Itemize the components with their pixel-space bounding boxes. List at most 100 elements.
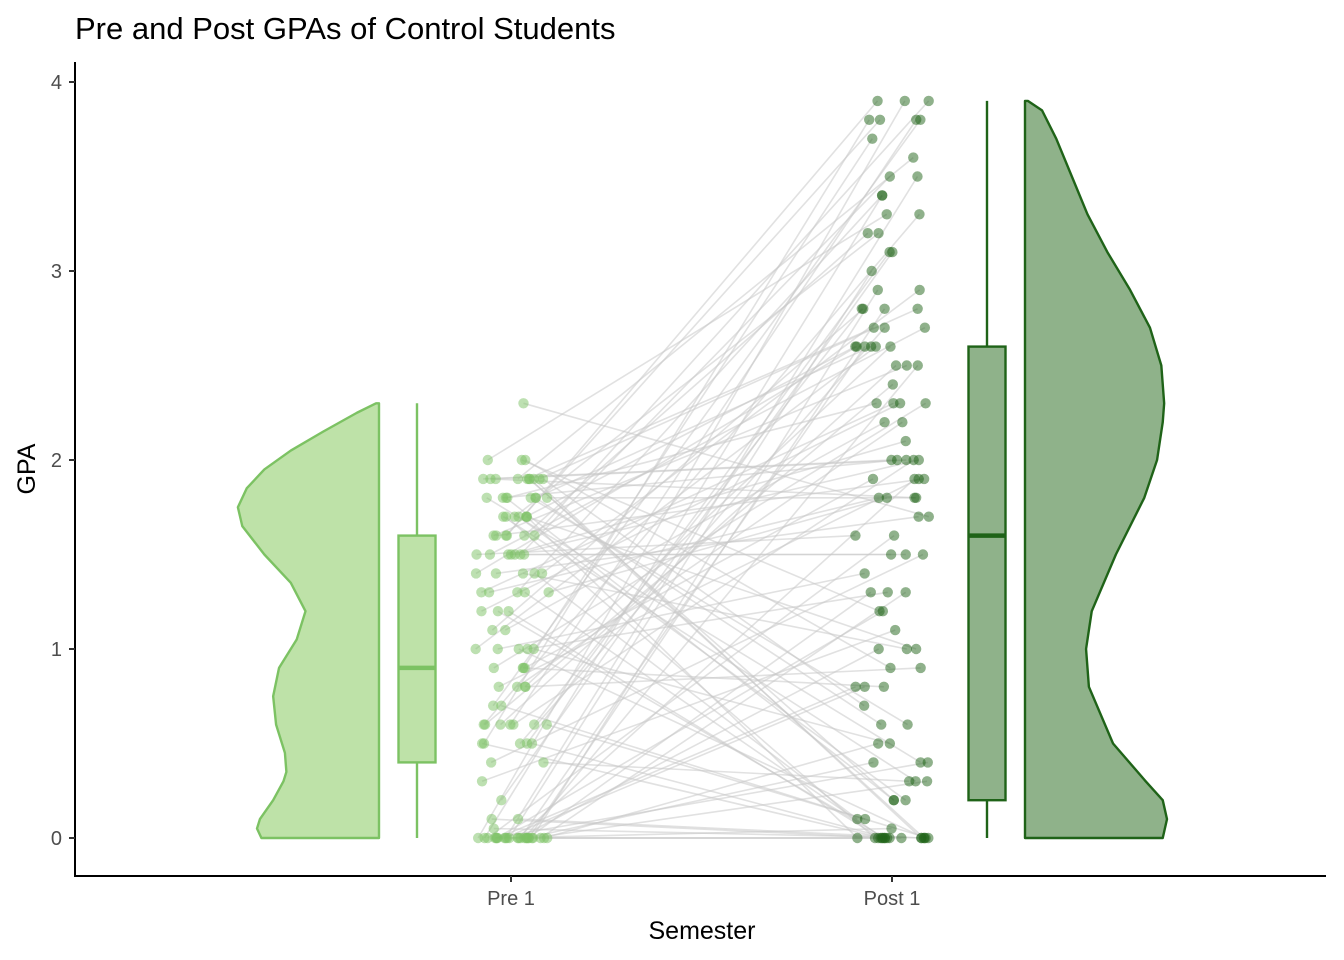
pre-density-cloud: [236, 402, 381, 840]
pre-point: [500, 511, 512, 522]
paired-line: [526, 251, 891, 744]
y-tick-label: 1: [51, 639, 62, 661]
paired-line: [495, 515, 919, 575]
pre-point: [543, 587, 554, 598]
paired-line: [477, 100, 906, 839]
post-point: [867, 473, 879, 485]
y-tick-label: 3: [51, 261, 62, 283]
post-point: [868, 322, 880, 333]
pre-point: [495, 719, 506, 730]
post-point: [885, 341, 896, 352]
post-point: [852, 813, 863, 825]
post-point: [920, 398, 931, 409]
post-point: [859, 568, 870, 579]
paired-line: [519, 175, 891, 556]
post-point: [876, 719, 887, 730]
post-point: [916, 832, 927, 844]
pre-point: [492, 643, 503, 655]
post-point: [915, 662, 926, 674]
paired-line: [481, 402, 901, 612]
paired-line: [483, 119, 870, 744]
post-point: [887, 379, 899, 390]
pre-point: [500, 530, 512, 541]
pre-point: [471, 549, 482, 560]
post-point: [865, 341, 877, 352]
paired-line: [487, 534, 895, 839]
post-point: [884, 832, 895, 844]
pre-point: [491, 832, 503, 844]
post-point: [896, 832, 907, 844]
pre-point: [519, 832, 530, 844]
pre-point: [493, 681, 504, 692]
pre-boxplot-box: [397, 534, 437, 764]
pre-point: [518, 549, 530, 560]
pre-point: [492, 606, 504, 617]
y-axis-ticks: 0 1 2 3 4: [51, 72, 75, 850]
paired-line: [509, 119, 917, 726]
post-point: [902, 719, 913, 730]
post-point: [914, 284, 925, 296]
post-point: [850, 530, 861, 541]
y-tick-label: 4: [51, 72, 62, 94]
pre-point: [519, 530, 530, 541]
x-axis-title: Semester: [649, 917, 756, 945]
post-point: [865, 587, 876, 598]
pre-point: [500, 832, 511, 844]
paired-line: [523, 232, 869, 537]
paired-line: [508, 610, 881, 839]
post-point: [868, 757, 879, 768]
post-point: [912, 303, 923, 314]
pre-point: [490, 530, 502, 541]
post-point: [913, 473, 924, 485]
post-point: [894, 398, 906, 409]
post-point: [912, 360, 923, 371]
pre-point: [490, 568, 502, 579]
post-point: [859, 681, 870, 692]
post-point: [891, 454, 903, 466]
post-point: [874, 114, 886, 126]
paired-line: [486, 497, 921, 764]
post-point: [910, 643, 922, 655]
pre-point: [502, 492, 513, 503]
paired-line: [505, 176, 919, 839]
post-point: [850, 341, 861, 352]
paired-line: [527, 591, 872, 839]
pre-point: [529, 719, 540, 730]
x-axis-ticks: Pre 1 Post 1: [487, 876, 920, 910]
pre-point: [470, 643, 481, 655]
y-tick-label: 2: [51, 450, 62, 472]
post-point: [877, 190, 888, 201]
paired-line: [526, 761, 874, 839]
pre-point: [479, 719, 491, 730]
paired-line: [483, 213, 921, 726]
paired-line: [498, 478, 920, 688]
post-point: [856, 303, 868, 314]
pre-point: [537, 473, 549, 485]
pre-point: [478, 473, 489, 485]
paired-line: [524, 346, 892, 688]
post-point: [873, 492, 885, 503]
paired-line: [522, 138, 873, 669]
post-point: [900, 587, 911, 598]
pre-point: [518, 398, 529, 409]
post-point: [878, 681, 890, 692]
post-point: [897, 417, 908, 428]
post-point: [869, 832, 881, 844]
post-point: [882, 587, 893, 598]
post-point: [900, 549, 911, 560]
post-point: [862, 228, 873, 239]
paired-line: [481, 402, 894, 594]
post-point: [850, 681, 861, 692]
paired-line: [526, 515, 917, 650]
post-point: [910, 492, 922, 503]
paired-line: [525, 345, 856, 518]
paired-line: [506, 100, 879, 537]
post-point: [873, 738, 884, 749]
pre-point: [530, 492, 541, 503]
pre-point: [487, 700, 499, 711]
pre-point: [519, 587, 531, 598]
post-point: [913, 454, 925, 466]
post-point: [879, 417, 890, 428]
pre-point: [476, 776, 488, 787]
paired-line: [507, 827, 892, 839]
